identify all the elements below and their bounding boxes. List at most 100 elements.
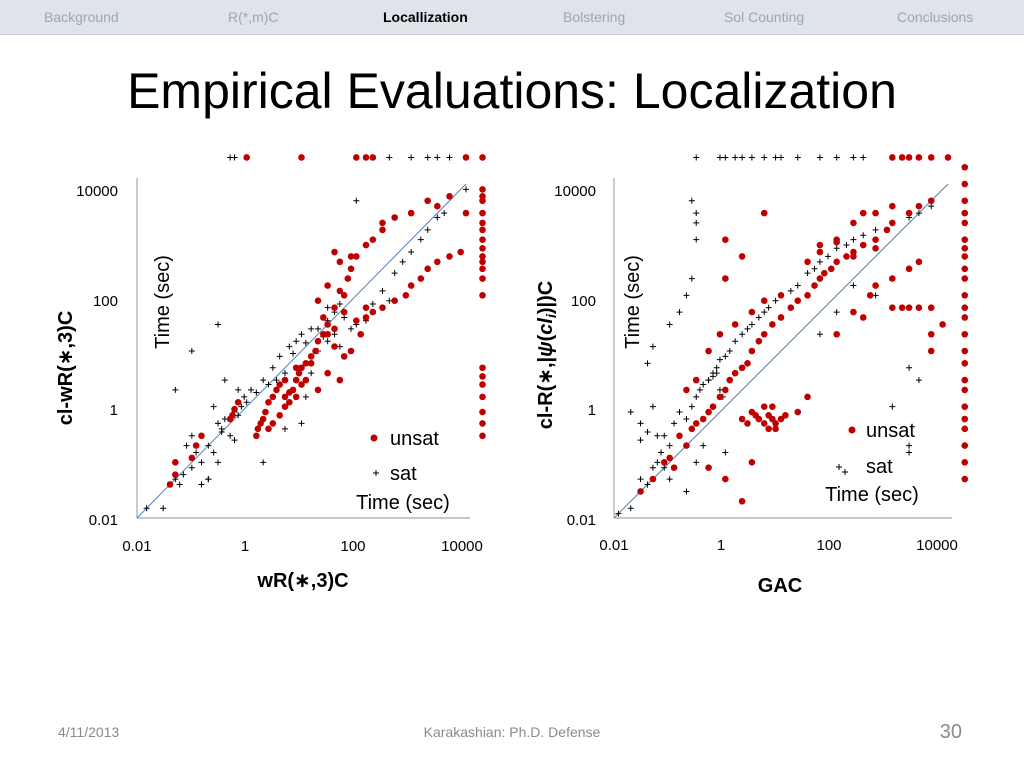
data-point-unsat [379, 219, 386, 227]
data-point-unsat [961, 425, 969, 433]
data-point-unsat [859, 209, 867, 217]
data-point-sat [693, 236, 700, 243]
data-point-unsat [760, 420, 768, 427]
data-point-unsat [915, 258, 923, 266]
data-point-unsat [905, 265, 913, 273]
data-point-unsat [362, 241, 370, 249]
nav-item-localization[interactable]: Locallization [383, 9, 468, 25]
data-point-unsat [302, 360, 310, 367]
data-point-sat [210, 449, 217, 456]
data-point-unsat [307, 353, 315, 360]
data-point-sat [666, 321, 673, 328]
data-point-sat [424, 226, 431, 233]
data-point-sat [241, 393, 248, 400]
data-point-sat [198, 481, 205, 488]
data-point-unsat [683, 386, 690, 394]
data-point-unsat [479, 258, 486, 266]
data-point-sat [804, 270, 811, 277]
data-point-sat [336, 343, 343, 350]
data-point-sat [744, 325, 751, 332]
data-point-sat [688, 275, 695, 282]
x-axis-label: GAC [758, 575, 802, 597]
data-point-unsat [188, 454, 196, 462]
slide-title: Empirical Evaluations: Localization [127, 63, 897, 119]
data-point-sat [716, 386, 723, 393]
data-point-sat [666, 476, 673, 483]
data-point-unsat [859, 241, 867, 249]
data-point-sat [281, 370, 288, 377]
data-point-unsat [833, 330, 840, 338]
data-point-unsat [889, 154, 896, 161]
data-point-sat [688, 403, 695, 410]
y-axis-label: cl-R(∗,|ψ(cli)|)C [535, 281, 559, 429]
nav-item-rmc[interactable]: R(*,m)C [228, 9, 279, 25]
data-point-unsat [772, 420, 779, 427]
data-point-unsat [738, 415, 746, 423]
data-point-sat [649, 403, 656, 410]
data-point-unsat [276, 411, 283, 419]
nav-item-bolstering[interactable]: Bolstering [563, 9, 626, 25]
data-point-sat [286, 343, 293, 350]
data-point-unsat [889, 202, 896, 210]
nav-item-sol-counting[interactable]: Sol Counting [724, 9, 805, 25]
data-point-sat [302, 339, 309, 346]
data-point-unsat [434, 202, 441, 210]
data-point-sat [778, 154, 784, 161]
data-point-unsat [748, 459, 756, 466]
data-point-sat [446, 154, 453, 161]
data-point-unsat [379, 226, 386, 234]
data-point-unsat [898, 154, 906, 161]
data-point-sat [348, 325, 355, 332]
data-point-unsat [479, 219, 486, 227]
data-point-unsat [961, 386, 969, 394]
data-point-unsat [192, 442, 200, 449]
data-point-sat [290, 350, 297, 357]
data-point-unsat [676, 432, 683, 440]
data-point-unsat [961, 163, 969, 171]
data-point-unsat [850, 308, 857, 316]
plot-area [613, 154, 969, 519]
data-point-unsat [961, 219, 969, 227]
data-point-unsat [369, 308, 377, 316]
data-point-sat [379, 287, 386, 294]
legend-label-sat: sat [390, 463, 417, 485]
data-point-unsat [362, 314, 370, 321]
data-point-unsat [827, 265, 835, 273]
inner-x-axis-label: Time (sec) [825, 484, 919, 506]
data-point-sat [825, 253, 832, 260]
data-point-unsat [369, 154, 377, 161]
legend: unsat sat [370, 428, 439, 485]
data-point-unsat [479, 244, 486, 252]
data-point-sat [269, 364, 276, 371]
data-point-sat [713, 370, 720, 377]
data-point-sat [732, 338, 739, 345]
data-point-unsat [961, 197, 969, 205]
data-point-unsat [479, 209, 486, 217]
y-tick-label: 1 [588, 402, 596, 419]
data-point-sat [615, 510, 622, 517]
data-point-unsat [336, 258, 344, 266]
data-point-sat [850, 282, 857, 289]
data-point-sat [273, 377, 280, 384]
data-point-unsat [666, 454, 673, 462]
data-point-unsat [872, 209, 879, 217]
diagonal-line [613, 183, 949, 519]
nav-item-background[interactable]: Background [44, 9, 119, 25]
nav-item-conclusions[interactable]: Conclusions [897, 9, 974, 25]
data-point-unsat [340, 292, 348, 299]
data-point-unsat [777, 292, 785, 299]
data-point-sat [833, 154, 840, 161]
data-point-sat [765, 304, 772, 311]
data-point-unsat [765, 425, 772, 433]
data-point-unsat [961, 376, 969, 384]
data-point-sat [627, 409, 634, 416]
data-point-sat [716, 154, 723, 161]
data-point-sat [654, 432, 661, 439]
legend-label-unsat: unsat [866, 420, 915, 442]
data-point-unsat [253, 432, 260, 440]
data-point-unsat [353, 154, 360, 161]
data-point-unsat [961, 275, 969, 282]
data-point-unsat [243, 154, 250, 161]
data-point-unsat [915, 154, 923, 161]
data-point-unsat [231, 405, 238, 413]
